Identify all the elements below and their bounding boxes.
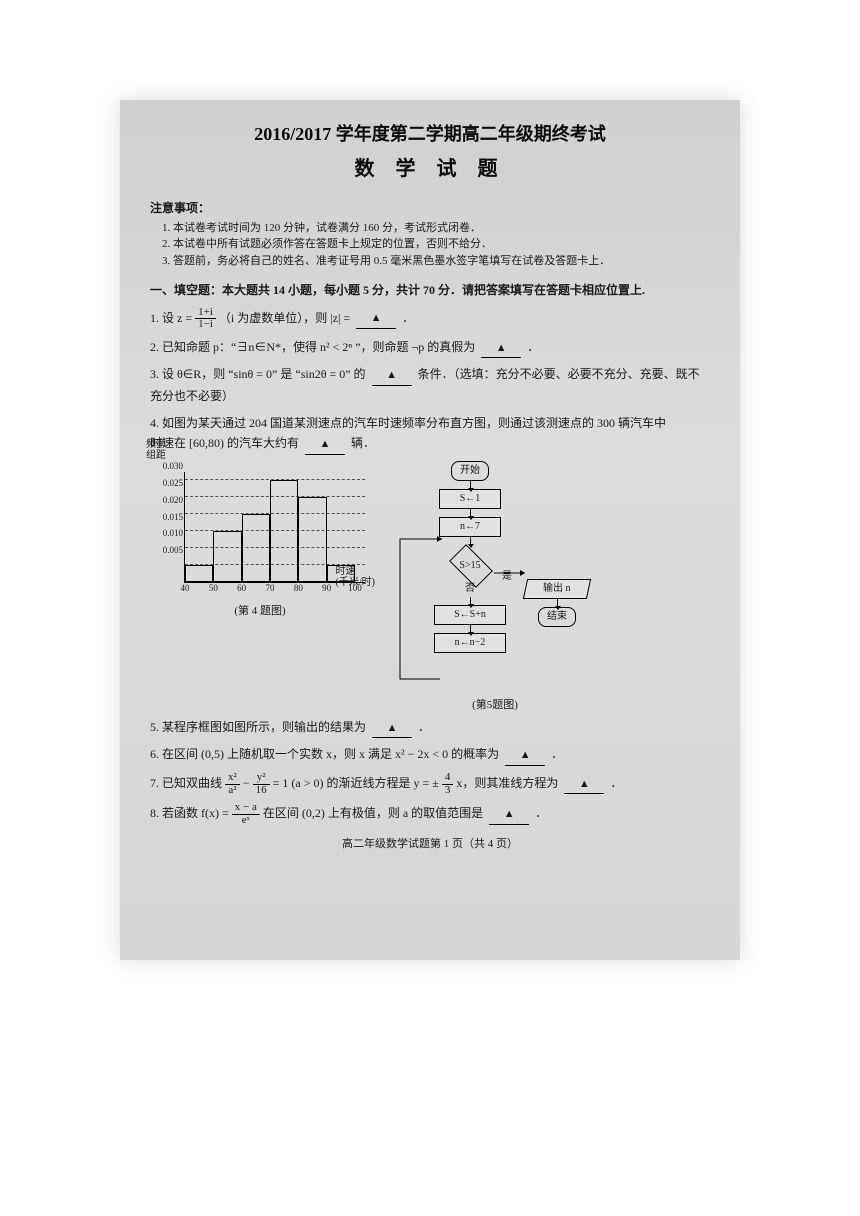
q1-end: ．	[402, 310, 414, 324]
answer-blank	[481, 337, 521, 359]
exam-page: 2016/2017 学年度第二学期高二年级期终考试 数 学 试 题 注意事项： …	[120, 100, 740, 960]
flowchart-start: 开始	[451, 461, 489, 481]
q7-frac2: y² 16	[253, 772, 270, 796]
page-footer: 高二年级数学试题第 1 页（共 4 页）	[150, 836, 710, 854]
flowchart-main-column: 开始 S←1 n←7 S>15 否 S←S+n n←n−2	[410, 461, 530, 653]
q3-text: 3. 设 θ∈R，则 “sinθ = 0” 是 “sin2θ = 0” 的	[150, 367, 366, 381]
q5-text: 5. 某程序框图如图所示，则输出的结果为	[150, 720, 366, 734]
q7-post1: = 1 (a > 0) 的渐近线方程是 y = ±	[273, 776, 439, 790]
title-line1: 2016/2017 学年度第二学期高二年级期终考试	[150, 120, 710, 149]
q7-frac1: x² a²	[225, 772, 240, 796]
answer-blank	[505, 744, 545, 766]
answer-blank	[489, 803, 529, 825]
flowchart-n-update: n←n−2	[434, 633, 506, 653]
notice-list: 1. 本试卷考试时间为 120 分钟，试卷满分 160 分，考试形式闭卷． 2.…	[162, 220, 710, 270]
q6-end: ．	[551, 747, 563, 761]
flowchart-s-init: S←1	[439, 489, 501, 509]
flowchart-end: 结束	[538, 607, 576, 627]
histogram-caption: (第 4 题图)	[150, 603, 370, 621]
question-2: 2. 已知命题 p：“∃n∈N*，使得 n² < 2ⁿ ”，则命题 ¬p 的真假…	[150, 337, 710, 359]
question-1: 1. 设 z = 1+i 1−i （i 为虚数单位），则 |z| = ．	[150, 307, 710, 331]
flowchart-arrow	[470, 537, 471, 545]
histogram-y-title: 频率组距	[146, 439, 166, 461]
flowchart-figure: 开始 S←1 n←7 S>15 否 S←S+n n←n−2 是	[390, 461, 600, 711]
flowchart-caption: (第5题图)	[390, 697, 600, 715]
q4-text-a: 4. 如图为某天通过 204 国道某测速点的汽车时速频率分布直方图，则通过该测速…	[150, 413, 710, 433]
flowchart-arrow	[470, 481, 471, 489]
q1-pre: 1. 设 z =	[150, 310, 195, 324]
q7-pre: 7. 已知双曲线	[150, 776, 225, 790]
notice-item: 2. 本试卷中所有试题必须作答在答题卡上规定的位置，否则不给分．	[162, 236, 710, 253]
flowchart-arrow	[470, 509, 471, 517]
flowchart-output: 输出 n	[523, 579, 591, 599]
q7-frac3: 4 3	[442, 772, 454, 796]
notice-item: 1. 本试卷考试时间为 120 分钟，试卷满分 160 分，考试形式闭卷．	[162, 220, 710, 237]
q8-pre: 8. 若函数 f(x) =	[150, 806, 232, 820]
question-7: 7. 已知双曲线 x² a² − y² 16 = 1 (a > 0) 的渐近线方…	[150, 772, 710, 796]
q7-end: ．	[610, 776, 622, 790]
question-8: 8. 若函数 f(x) = x − a eˣ 在区间 (0,2) 上有极值，则 …	[150, 802, 710, 826]
q8-fraction: x − a eˣ	[232, 802, 260, 826]
answer-blank	[564, 773, 604, 795]
q7-mid: −	[243, 776, 253, 790]
question-3: 3. 设 θ∈R，则 “sinθ = 0” 是 “sin2θ = 0” 的 条件…	[150, 364, 710, 406]
notice-item: 3. 答题前，务必将自己的姓名、准考证号用 0.5 毫米黑色墨水签字笔填写在试卷…	[162, 253, 710, 270]
figures-row: 频率组距 时速(千米/时) 0.0050.0100.0150.0200.0250…	[150, 461, 710, 711]
question-5: 5. 某程序框图如图所示，则输出的结果为 ．	[150, 717, 710, 739]
flowchart-condition: S>15	[445, 551, 495, 579]
q7-post2: x，则其准线方程为	[456, 776, 558, 790]
answer-blank	[372, 364, 412, 386]
flowchart-n-init: n←7	[439, 517, 501, 537]
flowchart-yes-label: 是	[502, 569, 512, 585]
flowchart-arrow	[470, 625, 471, 633]
q8-post: 在区间 (0,2) 上有极值，则 a 的取值范围是	[263, 806, 483, 820]
flowchart-yes-branch: 输出 n 结束	[525, 579, 589, 627]
section-1-head: 一、填空题：本大题共 14 小题，每小题 5 分，共计 70 分．请把答案填写在…	[150, 281, 710, 300]
histogram-axes: 时速(千米/时) 0.0050.0100.0150.0200.0250.0304…	[184, 472, 365, 583]
q1-fraction: 1+i 1−i	[195, 307, 216, 331]
q2-text: 2. 已知命题 p：“∃n∈N*，使得 n² < 2ⁿ ”，则命题 ¬p 的真假…	[150, 340, 475, 354]
answer-blank	[305, 433, 345, 455]
q4-end: 辆．	[351, 436, 375, 450]
question-6: 6. 在区间 (0,5) 上随机取一个实数 x，则 x 满足 x² − 2x <…	[150, 744, 710, 766]
q6-text: 6. 在区间 (0,5) 上随机取一个实数 x，则 x 满足 x² − 2x <…	[150, 747, 499, 761]
q1-post: （i 为虚数单位），则 |z| =	[219, 310, 353, 324]
answer-blank	[356, 307, 396, 329]
question-4: 4. 如图为某天通过 204 国道某测速点的汽车时速频率分布直方图，则通过该测速…	[150, 413, 710, 455]
title-line2: 数 学 试 题	[150, 153, 710, 185]
flowchart-arrow	[470, 597, 471, 605]
flowchart-s-update: S←S+n	[434, 605, 506, 625]
q4-text-b: 时速在 [60,80) 的汽车大约有	[150, 436, 299, 450]
histogram-figure: 频率组距 时速(千米/时) 0.0050.0100.0150.0200.0250…	[150, 461, 370, 711]
q2-end: ．	[527, 340, 539, 354]
histogram: 频率组距 时速(千米/时) 0.0050.0100.0150.0200.0250…	[150, 461, 370, 601]
flowchart-arrow	[557, 599, 558, 607]
q8-end: ．	[535, 806, 547, 820]
answer-blank	[372, 717, 412, 739]
notice-head: 注意事项：	[150, 199, 710, 218]
q5-end: ．	[418, 720, 430, 734]
